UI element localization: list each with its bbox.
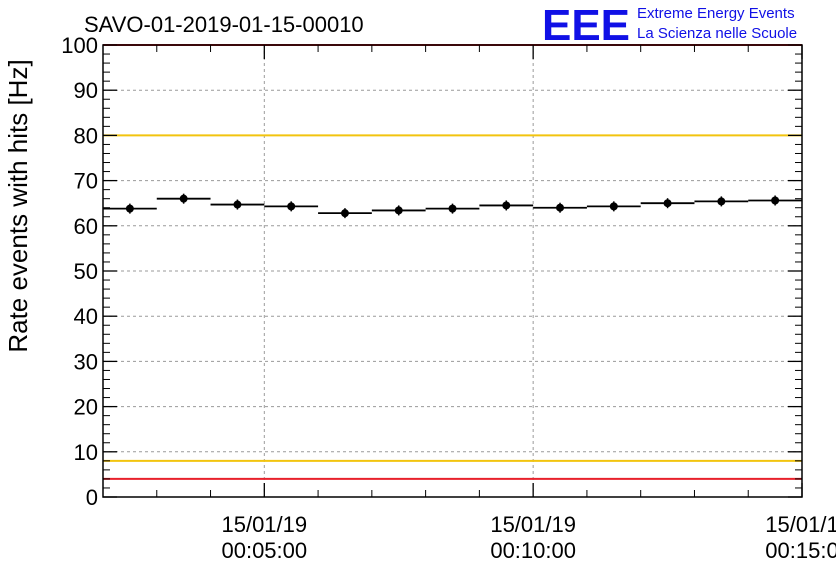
logo-mark: EEE: [542, 1, 630, 50]
chart-title: SAVO-01-2019-01-15-00010: [84, 12, 364, 37]
y-tick-label: 20: [74, 395, 98, 420]
x-tick-time: 00:10:00: [490, 538, 576, 563]
x-tick-time: 00:05:00: [221, 538, 307, 563]
logo-line2: La Scienza nelle Scuole: [637, 25, 797, 42]
x-tick-labels: 15/01/1900:05:0015/01/1900:10:0015/01/10…: [221, 512, 836, 563]
y-tick-labels: 0 10 20 30 40 50 60 70 80 90 100: [61, 33, 98, 510]
data-point: [502, 201, 511, 210]
y-tick-label: 100: [61, 33, 98, 58]
y-tick-label: 80: [74, 123, 98, 148]
y-tick-label: 10: [74, 440, 98, 465]
y-tick-label: 40: [74, 304, 98, 329]
data-point: [556, 203, 565, 212]
data-point: [179, 194, 188, 203]
x-tick-date: 15/01/19: [221, 512, 307, 537]
data-point: [394, 206, 403, 215]
y-tick-label: 50: [74, 259, 98, 284]
y-tick-label: 0: [86, 485, 98, 510]
plot-frame: [102, 44, 803, 498]
data-point: [233, 200, 242, 209]
y-tick-label: 70: [74, 169, 98, 194]
data-point: [717, 197, 726, 206]
data-point: [771, 196, 780, 205]
y-tick-label: 30: [74, 349, 98, 374]
data-point: [340, 209, 349, 218]
data-point: [448, 204, 457, 213]
y-tick-label: 60: [74, 214, 98, 239]
grid: [103, 45, 802, 497]
x-tick-date: 15/01/19: [490, 512, 576, 537]
y-tick-label: 90: [74, 78, 98, 103]
y-axis-label: Rate events with hits [Hz]: [3, 59, 33, 352]
data-series: [103, 193, 802, 219]
threshold-lines: [103, 44, 802, 480]
eee-logo: EEE Extreme Energy Events La Scienza nel…: [542, 1, 797, 50]
x-tick-date: 15/01/1: [765, 512, 836, 537]
data-point: [125, 204, 134, 213]
data-point: [663, 199, 672, 208]
logo-line1: Extreme Energy Events: [637, 5, 795, 22]
data-point: [609, 202, 618, 211]
x-tick-time: 00:15:0: [765, 538, 836, 563]
data-point: [287, 202, 296, 211]
